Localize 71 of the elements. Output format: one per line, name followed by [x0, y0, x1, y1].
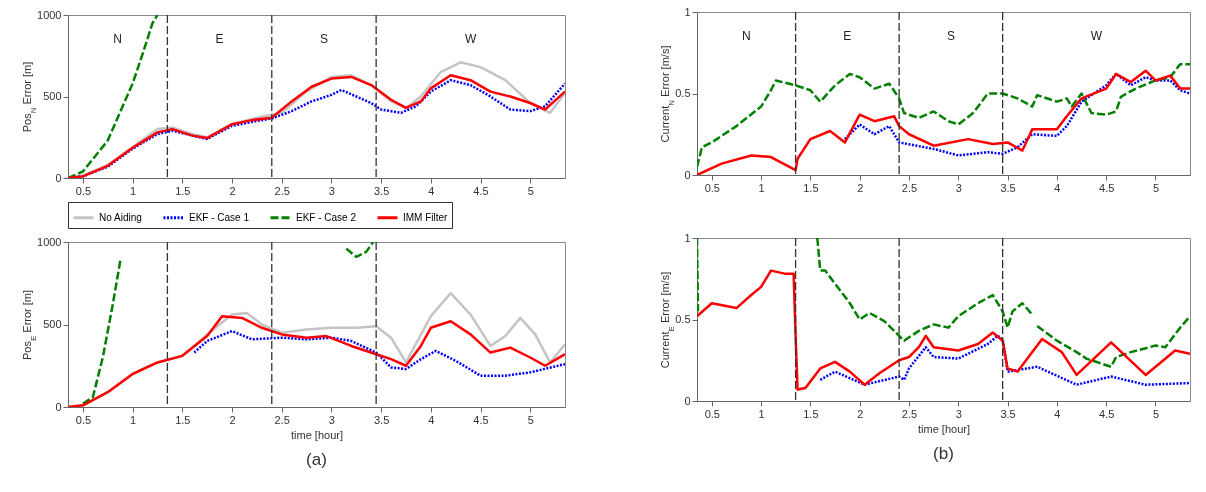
legend-label: EKF - Case 1 [189, 211, 250, 223]
x-tick-label: 2.5 [901, 181, 918, 194]
annotation: S [946, 29, 955, 43]
line-series [819, 334, 1190, 386]
y-tick-label: 1 [684, 5, 691, 18]
x-tick-label: 4.5 [473, 184, 489, 197]
x-tick-label: 5 [1152, 181, 1160, 194]
x-tick-label: 2.5 [274, 413, 290, 426]
x-tick-label: 3 [955, 407, 962, 420]
x-tick-label: 4 [1054, 407, 1061, 420]
x-tick-label: 4 [428, 413, 435, 426]
annotation: S [319, 32, 328, 46]
x-tick-label: 2.5 [901, 407, 918, 420]
text: (b) [933, 444, 954, 463]
y-tick-label: 500 [43, 318, 62, 330]
y-tick-label: 1 [684, 231, 691, 244]
x-tick-label: 1 [758, 181, 765, 194]
line-series [192, 329, 565, 377]
x-tick-label: 2 [229, 413, 236, 426]
x-tick-label: 1 [130, 184, 137, 197]
x-tick-label: 5 [527, 184, 534, 197]
annotation: E [843, 29, 852, 43]
x-tick-label: 2 [229, 184, 236, 197]
text: (a) [306, 450, 327, 469]
y-tick-label: 1000 [37, 8, 62, 21]
x-tick-label: 3 [328, 413, 335, 426]
y-tick-label: 0.5 [675, 87, 691, 99]
x-tick-label: 4 [428, 184, 435, 197]
x-tick-label: 3.5 [373, 413, 390, 426]
x-tick-label: 1.5 [175, 184, 191, 197]
y-tick-label: 500 [43, 90, 62, 102]
legend-label: EKF - Case 2 [296, 211, 357, 223]
x-tick-label: 3.5 [1000, 407, 1016, 420]
annotation: N [741, 29, 751, 43]
annotation: E [215, 32, 224, 46]
line-series [697, 269, 1190, 391]
x-tick-label: 4.5 [473, 413, 489, 426]
x-tick-label: 1 [758, 407, 765, 420]
annotation: W [1090, 29, 1103, 43]
x-tick-label: 3 [328, 184, 335, 197]
y-tick-label: 0 [684, 168, 691, 181]
x-axis-title: time [hour] [291, 428, 343, 441]
x-tick-label: 4.5 [1099, 181, 1115, 194]
x-tick-label: 5 [1152, 407, 1160, 420]
x-tick-label: 0.5 [704, 407, 720, 420]
x-tick-label: 1.5 [803, 407, 819, 420]
x-tick-label: 2 [857, 181, 864, 194]
x-tick-label: 0.5 [75, 184, 92, 197]
y-tick-label: 0 [684, 394, 691, 407]
x-tick-label: 5 [527, 413, 534, 426]
annotation: N [113, 32, 123, 46]
x-tick-label: 1.5 [175, 413, 191, 426]
y-tick-label: 0 [55, 171, 62, 184]
x-tick-label: 0.5 [75, 413, 92, 426]
x-tick-label: 1.5 [803, 181, 819, 194]
x-tick-label: 1 [130, 413, 137, 426]
x-tick-label: 4 [1054, 181, 1061, 194]
y-tick-label: 0.5 [675, 313, 691, 325]
x-tick-label: 4.5 [1099, 407, 1115, 420]
x-tick-label: 3 [955, 181, 962, 194]
y-tick-label: 1000 [37, 235, 62, 248]
legend-label: IMM Filter [403, 211, 449, 223]
x-tick-label: 2 [857, 407, 864, 420]
x-tick-label: 0.5 [704, 181, 720, 194]
x-tick-label: 2.5 [274, 184, 290, 197]
x-tick-label: 3.5 [1000, 181, 1016, 194]
legend-label: No Aiding [99, 211, 142, 223]
x-tick-label: 3.5 [373, 184, 390, 197]
annotation: W [464, 32, 477, 46]
y-tick-label: 0 [55, 400, 62, 413]
x-axis-title: time [hour] [918, 422, 970, 435]
